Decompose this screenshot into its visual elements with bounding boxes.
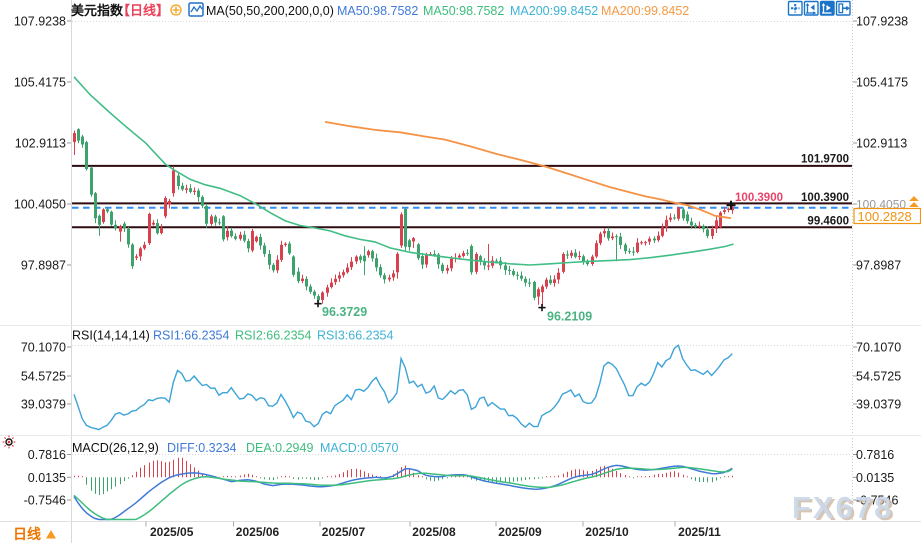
svg-text:MACD(26,12,9): MACD(26,12,9): [72, 441, 159, 455]
svg-text:RSI2:66.2354: RSI2:66.2354: [235, 329, 311, 343]
svg-text:MA200:99.8452: MA200:99.8452: [510, 4, 598, 18]
svg-text:70.1070: 70.1070: [21, 341, 66, 355]
svg-text:96.3729: 96.3729: [322, 305, 367, 319]
svg-text:105.4175: 105.4175: [856, 76, 908, 90]
svg-text:DIFF:0.3234: DIFF:0.3234: [167, 441, 237, 455]
svg-text:MA50:98.7582: MA50:98.7582: [423, 4, 504, 18]
svg-text:97.8987: 97.8987: [21, 259, 66, 273]
svg-text:2025/11: 2025/11: [678, 525, 721, 539]
svg-text:2025/09: 2025/09: [498, 525, 542, 539]
svg-text:MA(50,50,200,200,0,0): MA(50,50,200,200,0,0): [206, 4, 334, 18]
svg-text:101.9700: 101.9700: [801, 154, 849, 166]
svg-text:39.0379: 39.0379: [856, 398, 901, 412]
svg-text:-0.7546: -0.7546: [24, 494, 66, 508]
svg-text:100.2828: 100.2828: [858, 209, 912, 224]
svg-text:105.4175: 105.4175: [14, 76, 66, 90]
svg-text:0.0135: 0.0135: [28, 471, 66, 485]
svg-text:100.4050: 100.4050: [14, 198, 66, 212]
svg-text:MA50:98.7582: MA50:98.7582: [337, 4, 418, 18]
svg-text:RSI(14,14,14): RSI(14,14,14): [72, 329, 150, 343]
svg-text:100.3900: 100.3900: [735, 192, 783, 204]
svg-text:日线: 日线: [13, 526, 41, 542]
svg-text:2025/07: 2025/07: [322, 525, 366, 539]
svg-text:FX678: FX678: [795, 492, 896, 527]
svg-text:0.7816: 0.7816: [856, 448, 894, 462]
svg-text:39.0379: 39.0379: [21, 398, 66, 412]
svg-text:RSI3:66.2354: RSI3:66.2354: [317, 329, 393, 343]
svg-text:2025/08: 2025/08: [412, 525, 456, 539]
svg-text:2025/06: 2025/06: [236, 525, 280, 539]
svg-text:MACD:0.0570: MACD:0.0570: [320, 441, 399, 455]
svg-text:2025/10: 2025/10: [585, 525, 629, 539]
svg-text:MA200:99.8452: MA200:99.8452: [601, 4, 689, 18]
svg-text:107.9238: 107.9238: [14, 15, 66, 29]
svg-text:102.9113: 102.9113: [856, 137, 907, 151]
svg-text:97.8987: 97.8987: [856, 259, 901, 273]
svg-text:102.9113: 102.9113: [15, 137, 66, 151]
svg-text:70.1070: 70.1070: [856, 341, 901, 355]
svg-text:54.5725: 54.5725: [856, 370, 901, 384]
svg-text:0.0135: 0.0135: [856, 471, 894, 485]
svg-text:96.2109: 96.2109: [547, 310, 592, 324]
svg-text:美元指数: 美元指数: [71, 3, 124, 18]
svg-text:DEA:0.2949: DEA:0.2949: [246, 441, 313, 455]
svg-text:54.5725: 54.5725: [21, 370, 66, 384]
svg-text:【日线】: 【日线】: [117, 3, 169, 18]
svg-text:2025/05: 2025/05: [150, 525, 194, 539]
svg-text:107.9238: 107.9238: [856, 15, 908, 29]
svg-text:FX678: FX678: [792, 490, 893, 525]
svg-text:-0.7546: -0.7546: [856, 494, 898, 508]
svg-text:0.7816: 0.7816: [28, 448, 66, 462]
svg-text:99.4600: 99.4600: [807, 215, 849, 227]
svg-text:RSI1:66.2354: RSI1:66.2354: [153, 329, 229, 343]
svg-text:100.3900: 100.3900: [801, 192, 849, 204]
